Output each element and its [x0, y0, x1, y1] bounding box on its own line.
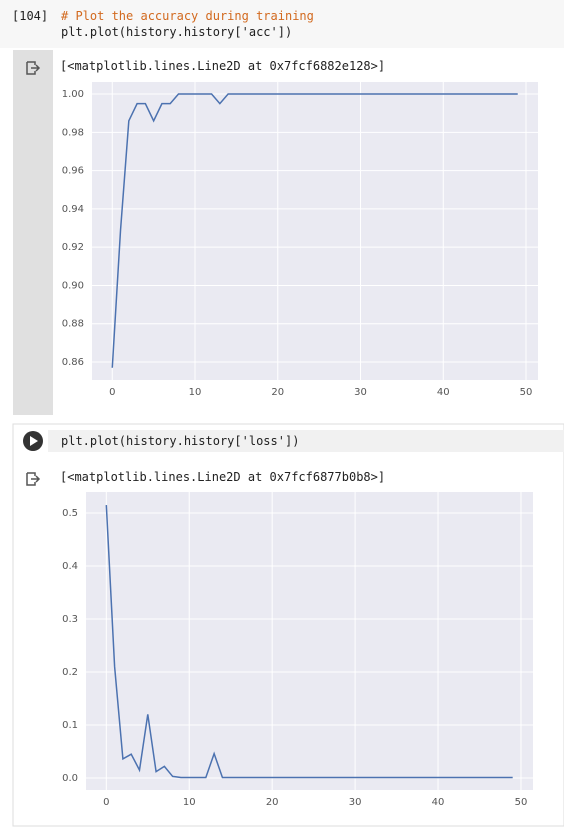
output-icon	[26, 61, 41, 75]
y-tick-label: 0.90	[62, 280, 84, 291]
x-tick-label: 50	[520, 387, 533, 398]
output-text: [<matplotlib.lines.Line2D at 0x7fcf6877b…	[60, 470, 385, 484]
x-tick-label: 10	[189, 387, 202, 398]
x-tick-label: 30	[349, 797, 362, 808]
y-tick-label: 0.1	[62, 720, 78, 731]
output-gutter	[13, 50, 53, 415]
plot-area	[92, 82, 538, 380]
y-tick-label: 1.00	[62, 89, 84, 100]
y-tick-label: 0.5	[62, 508, 78, 519]
y-tick-label: 0.88	[62, 319, 84, 330]
execution-count: [104]	[12, 9, 48, 23]
code-area	[0, 0, 564, 48]
code-comment: # Plot the accuracy during training	[61, 9, 314, 23]
x-tick-label: 0	[103, 797, 109, 808]
y-tick-label: 0.92	[62, 242, 84, 253]
y-tick-label: 0.3	[62, 614, 78, 625]
x-tick-label: 50	[515, 797, 528, 808]
plot-area	[86, 492, 533, 790]
code-line: plt.plot(history.history['acc'])	[61, 25, 292, 39]
x-tick-label: 20	[266, 797, 279, 808]
x-tick-label: 20	[271, 387, 284, 398]
y-tick-label: 0.0	[62, 773, 78, 784]
x-tick-label: 30	[354, 387, 367, 398]
data-line	[105, 505, 513, 779]
x-tick-label: 10	[183, 797, 196, 808]
code-area	[48, 430, 564, 452]
data-line	[111, 93, 518, 368]
y-tick-label: 0.2	[62, 667, 78, 678]
x-tick-label: 40	[437, 387, 450, 398]
y-tick-label: 0.4	[62, 561, 78, 572]
y-tick-label: 0.86	[62, 357, 84, 368]
y-tick-label: 0.94	[62, 204, 84, 215]
code-line: plt.plot(history.history['loss'])	[61, 434, 299, 448]
output-text: [<matplotlib.lines.Line2D at 0x7fcf6882e…	[60, 59, 385, 73]
x-tick-label: 0	[109, 387, 115, 398]
y-tick-label: 0.96	[62, 166, 84, 177]
output-icon	[26, 472, 41, 486]
y-tick-label: 0.98	[62, 127, 84, 138]
x-tick-label: 40	[432, 797, 445, 808]
run-icon	[30, 436, 38, 446]
